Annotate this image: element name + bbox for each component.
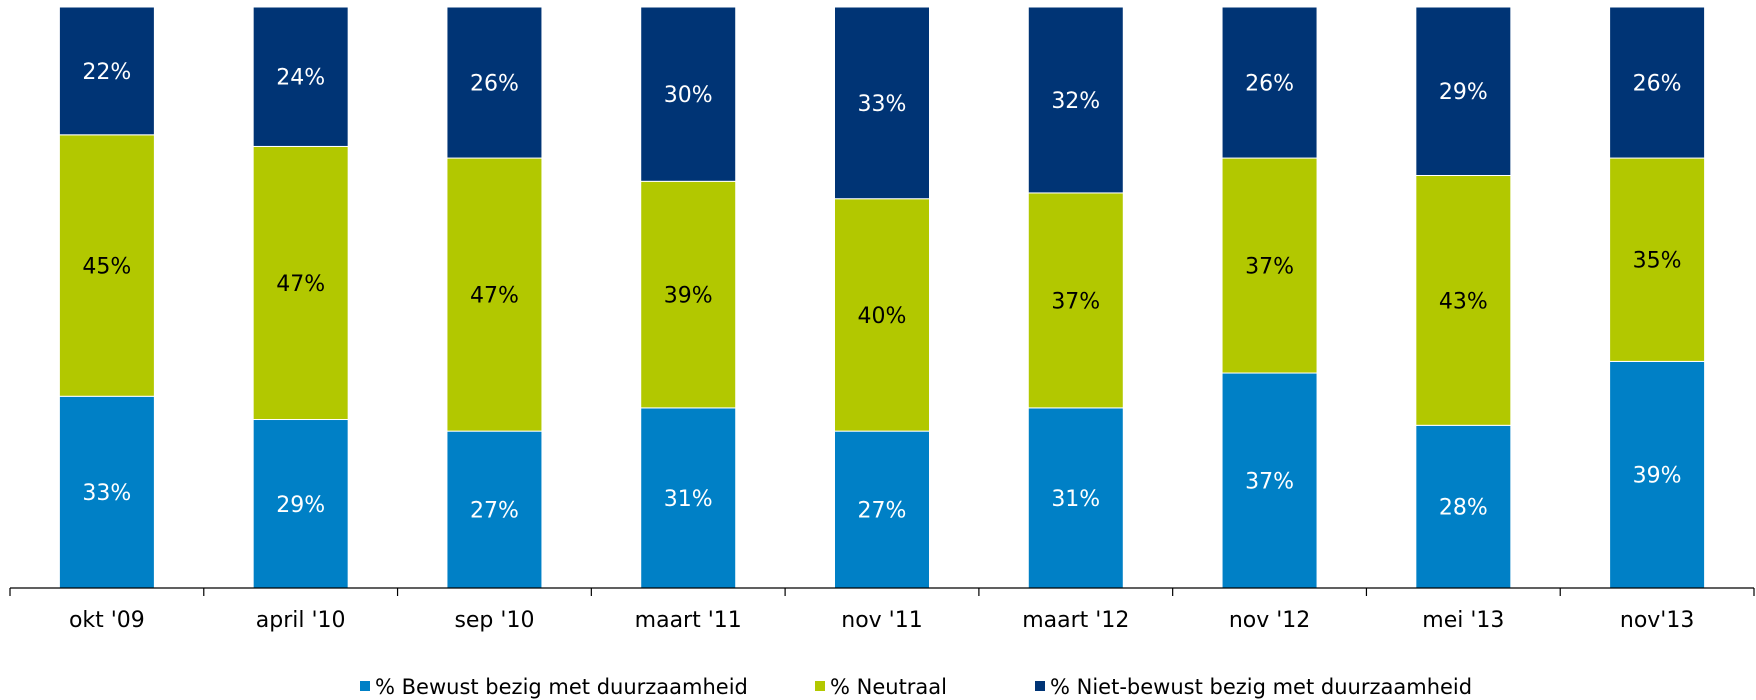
bar-segment: [1415, 6, 1512, 176]
legend-label: % Niet-bewust bezig met duurzaamheid: [1050, 675, 1472, 699]
data-label: 29%: [1439, 80, 1488, 105]
bar-segment: [58, 134, 155, 397]
bar-segment: [1027, 6, 1124, 194]
data-label: 27%: [470, 499, 519, 524]
bar-segment: [834, 430, 930, 589]
data-label: 37%: [1245, 255, 1294, 280]
x-tick-label: sep '10: [454, 608, 534, 633]
data-label: 30%: [664, 83, 713, 108]
x-tick-label: mei '13: [1422, 608, 1504, 633]
bars-group: 33% 45% 22% 29% 47% 24% 27% 47% 26% 31% 39% 30% 27% 4…: [58, 6, 1706, 589]
data-label: 26%: [470, 72, 519, 97]
bar-segment: [1027, 192, 1124, 409]
data-label: 45%: [82, 255, 131, 280]
legend-label: % Bewust bezig met duurzaamheid: [375, 675, 748, 699]
data-label: 24%: [276, 66, 325, 91]
legend: % Bewust bezig met duurzaamheid % Neutraa…: [360, 675, 1472, 699]
data-label: 28%: [1439, 496, 1488, 521]
data-label: 32%: [1051, 89, 1100, 114]
data-label: 26%: [1633, 72, 1682, 97]
data-label: 39%: [664, 284, 713, 309]
bar-segment: [446, 6, 543, 159]
data-label: 37%: [1245, 470, 1294, 495]
bar-segment: [252, 145, 349, 421]
data-label: 39%: [1633, 464, 1682, 489]
legend-swatch: [1035, 681, 1045, 691]
legend-swatch: [815, 681, 825, 691]
data-label: 37%: [1051, 289, 1100, 314]
data-label: 35%: [1633, 249, 1682, 274]
x-tick-label: nov'13: [1620, 608, 1694, 633]
x-tick-label: april '10: [256, 608, 346, 633]
bar-segment: [58, 6, 155, 136]
data-label: 43%: [1439, 289, 1488, 314]
x-tick-label: nov '12: [1229, 608, 1310, 633]
x-tick-label: nov '11: [841, 608, 922, 633]
data-label: 29%: [276, 493, 325, 518]
legend-swatch: [360, 681, 370, 691]
data-label: 47%: [470, 284, 519, 309]
data-label: 33%: [858, 92, 907, 117]
bar-segment: [1221, 157, 1318, 374]
data-label: 26%: [1245, 72, 1294, 97]
x-tick-label: maart '11: [635, 608, 742, 633]
bar-segment: [640, 180, 737, 409]
bar-segment: [252, 6, 349, 147]
data-label: 31%: [664, 487, 713, 512]
x-tick-label: okt '09: [69, 608, 145, 633]
data-label: 33%: [82, 481, 131, 506]
data-label: 22%: [82, 60, 131, 85]
bar-segment: [1027, 407, 1124, 589]
bar-segment: [1221, 6, 1318, 159]
data-label: 40%: [858, 304, 907, 329]
bar-segment: [640, 407, 737, 589]
x-axis: okt '09 april '10 sep '10 maart '11 nov '11 m…: [9, 587, 1755, 633]
bar-segment: [1609, 157, 1706, 362]
data-label: 31%: [1051, 487, 1100, 512]
bar-segment: [58, 395, 155, 589]
x-tick-label: maart '12: [1022, 608, 1129, 633]
data-label: 27%: [858, 499, 907, 524]
bar-segment: [640, 6, 737, 182]
bar-segment: [1609, 6, 1706, 159]
bar-segment: [1415, 174, 1512, 426]
data-label: 47%: [276, 272, 325, 297]
legend-label: % Neutraal: [830, 675, 947, 699]
bar-segment: [252, 419, 349, 589]
bar-segment: [834, 6, 930, 200]
bar-segment: [1609, 360, 1706, 589]
bar-segment: [446, 157, 543, 432]
bar-segment: [1221, 372, 1318, 589]
